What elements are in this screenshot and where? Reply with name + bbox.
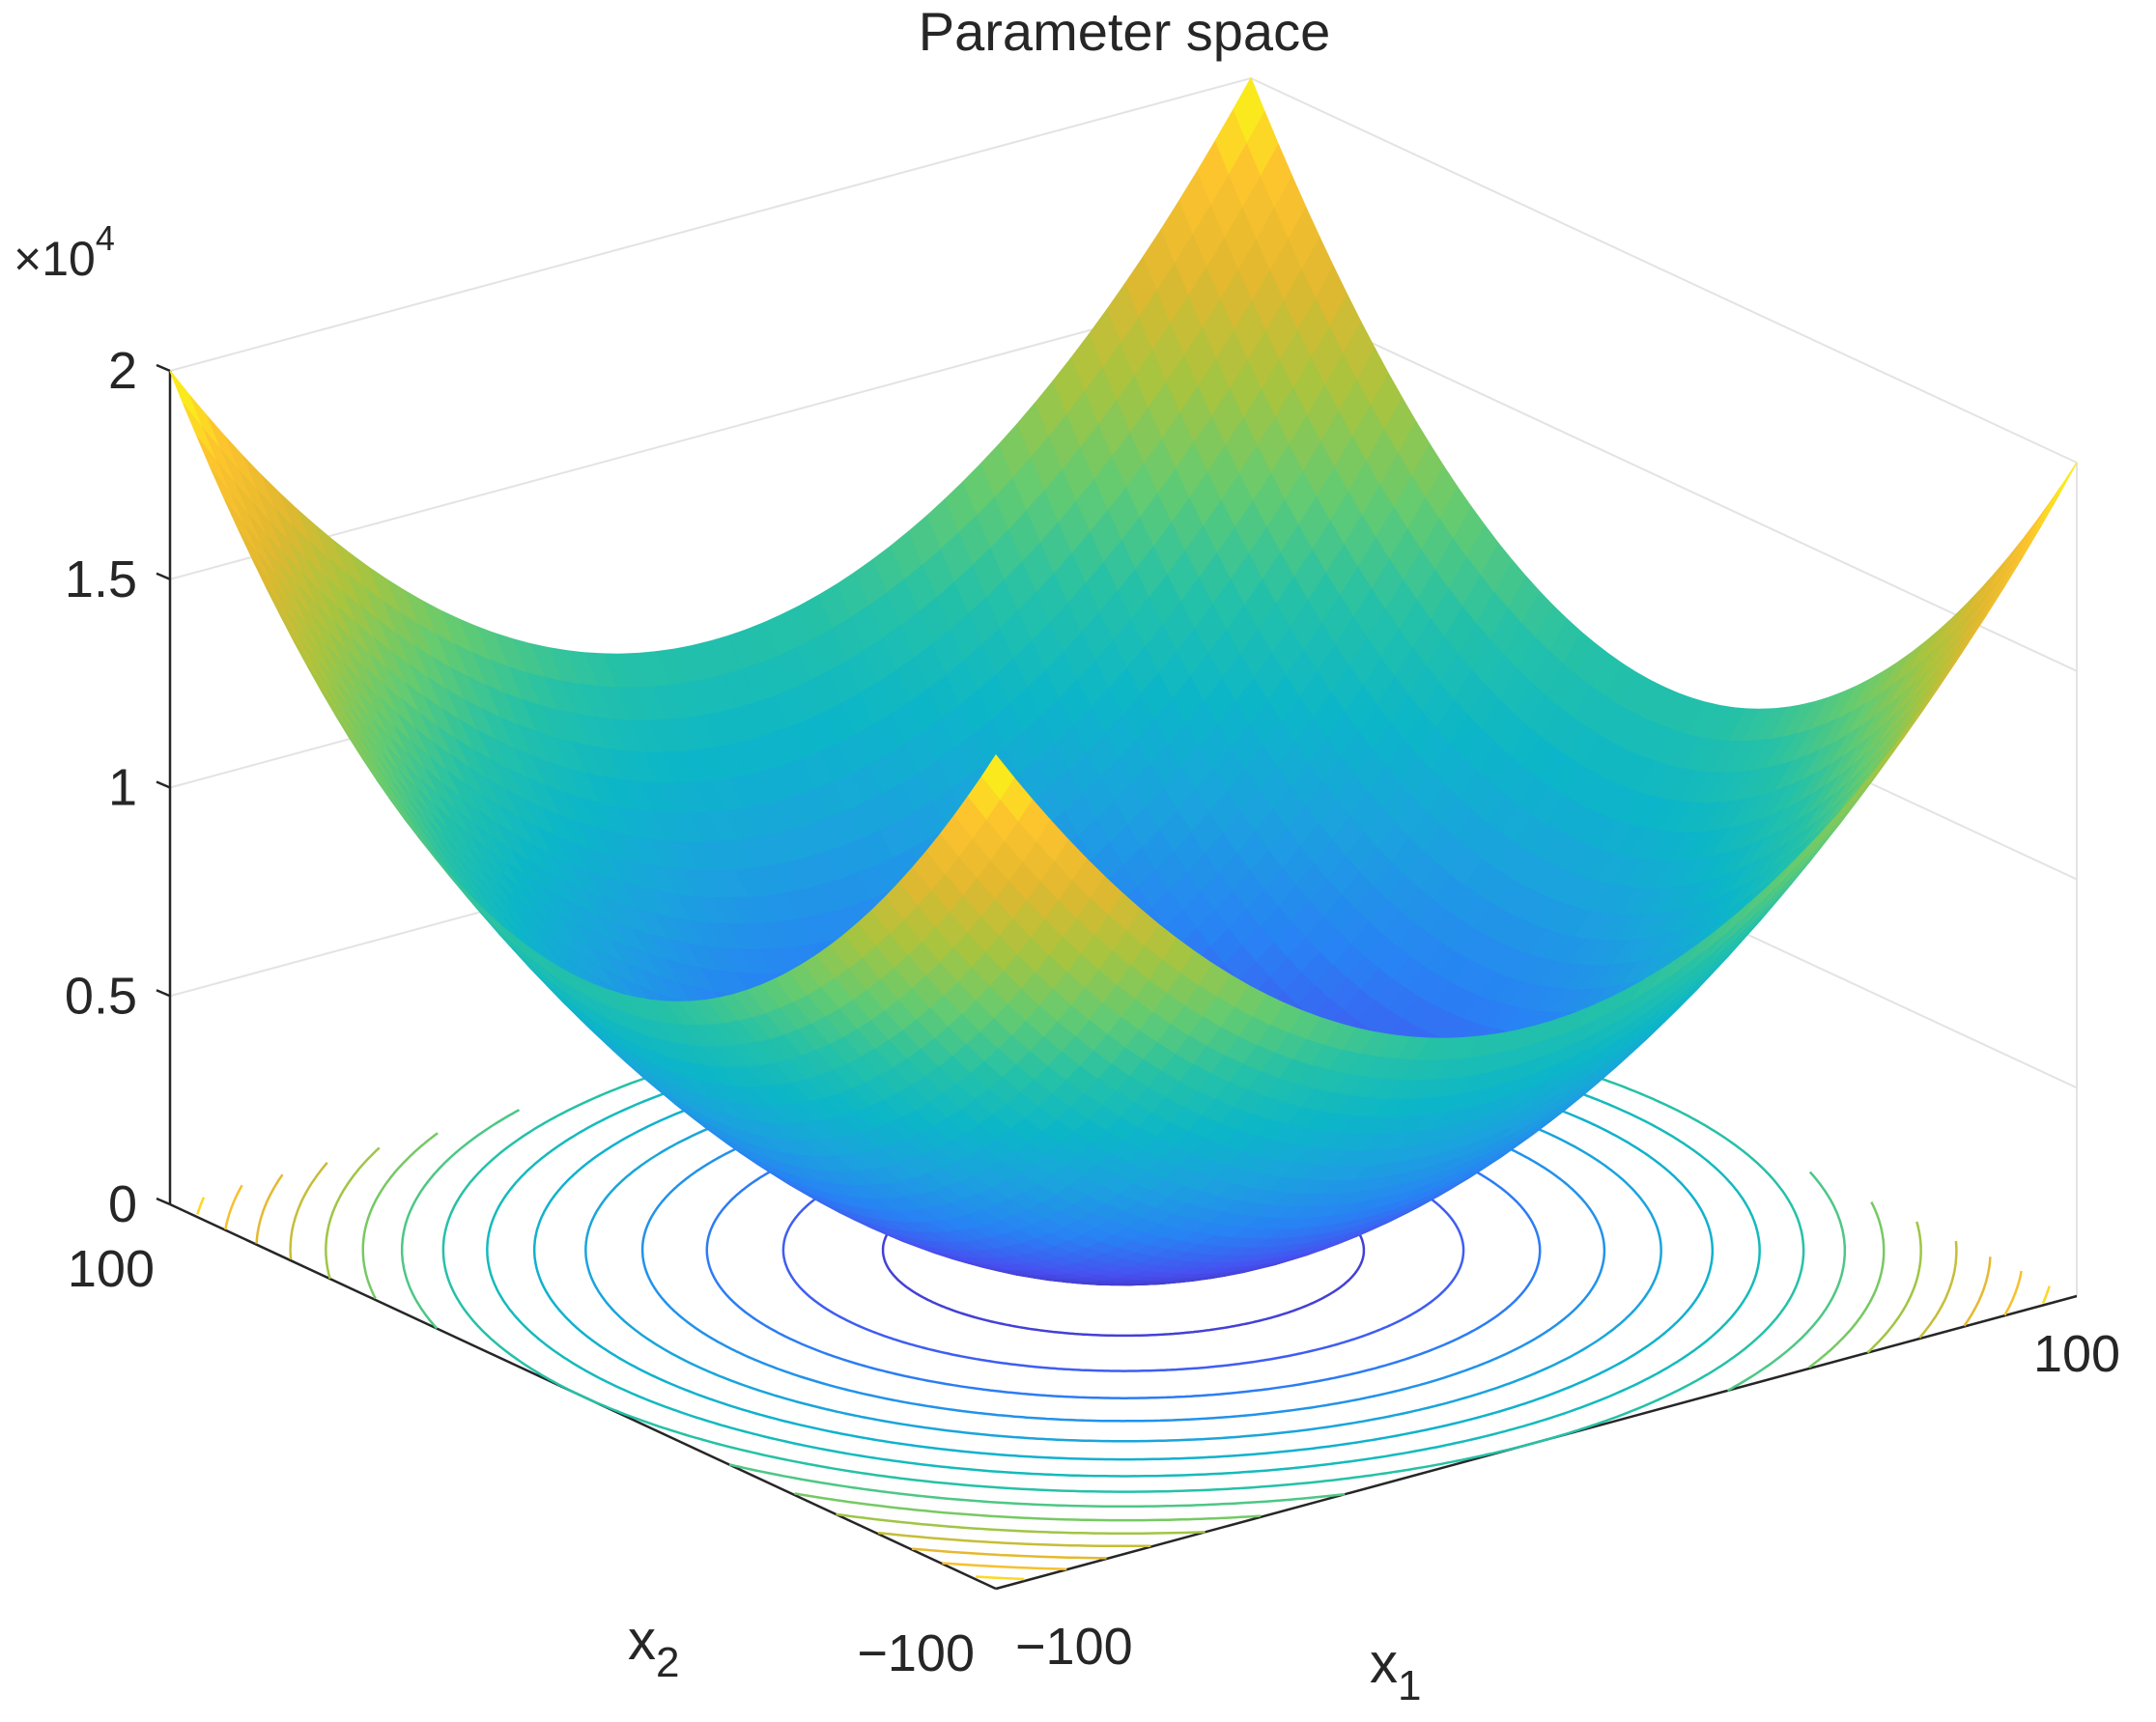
z-tick-label: 0 <box>108 1175 137 1233</box>
x2-tick-label: 100 <box>68 1240 155 1298</box>
z-tick-label: 1 <box>108 759 137 817</box>
surface-patch <box>981 753 1015 800</box>
z-multiplier: ×104 <box>14 218 115 286</box>
x1-axis-label-sub: 1 <box>1398 1662 1421 1709</box>
x2-axis-label-sub: 2 <box>656 1639 679 1686</box>
chart-title: Parameter space <box>919 1 1330 62</box>
x1-axis-label-main: x <box>1370 1632 1398 1695</box>
z-tick-label: 0.5 <box>65 967 137 1025</box>
x2-tick-label: −100 <box>857 1624 975 1682</box>
z-tick-mark <box>156 572 171 580</box>
z-multiplier-base: ×10 <box>14 232 96 286</box>
z-tick-label: 2 <box>108 342 137 400</box>
z-tick-mark <box>156 1197 171 1206</box>
z-tick-mark <box>156 780 171 789</box>
x2-axis-label: x2 <box>628 1609 679 1686</box>
x1-axis-label: x1 <box>1370 1632 1421 1709</box>
surface-patch <box>169 370 203 428</box>
x2-axis-label-main: x <box>628 1609 656 1672</box>
surface <box>169 76 2078 1286</box>
z-multiplier-exp: 4 <box>96 218 115 258</box>
z-tick-label: 1.5 <box>65 550 137 608</box>
tick-labels: 0 0.5 1 1.5 2 −100 100 −100 100 <box>65 342 2120 1682</box>
z-tick-mark <box>156 363 171 373</box>
x1-tick-label: 100 <box>2033 1325 2120 1383</box>
z-tick-mark <box>156 989 171 998</box>
x1-tick-label: −100 <box>1015 1618 1133 1676</box>
